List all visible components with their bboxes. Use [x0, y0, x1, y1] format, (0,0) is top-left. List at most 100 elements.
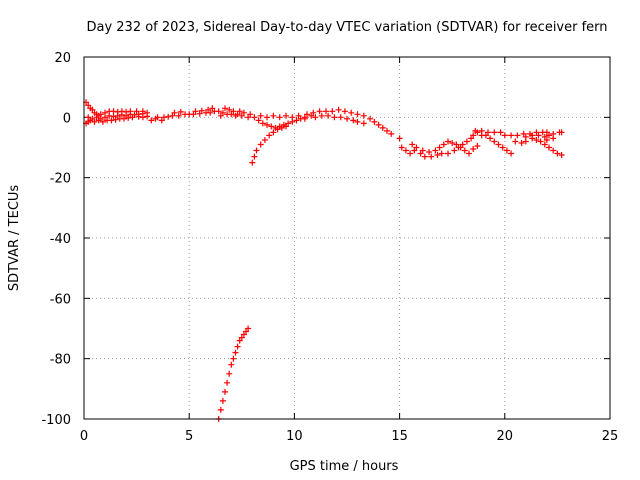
data-point: [316, 108, 323, 115]
data-point: [264, 121, 270, 128]
data-point: [421, 153, 428, 160]
data-point: [251, 114, 258, 121]
y-tick-label: 0: [63, 111, 71, 126]
data-point: [144, 113, 151, 120]
data-point: [354, 118, 361, 125]
data-point: [255, 117, 262, 124]
data-point: [219, 397, 226, 404]
data-point: [466, 150, 472, 157]
data-point: [171, 109, 178, 116]
data-point: [541, 133, 548, 140]
data-point: [198, 107, 205, 114]
data-point: [215, 108, 222, 115]
data-point: [112, 116, 119, 123]
data-point: [428, 153, 435, 160]
data-point: [230, 108, 237, 115]
y-tick-label: -80: [50, 353, 71, 368]
data-point: [341, 108, 348, 115]
data-point: [177, 108, 184, 115]
data-point: [402, 147, 409, 154]
data-point: [522, 133, 529, 140]
data-point: [354, 111, 361, 118]
data-point: [280, 121, 287, 128]
data-point: [508, 150, 515, 157]
data-point: [371, 118, 378, 125]
data-point: [440, 141, 447, 148]
data-point: [285, 120, 292, 127]
data-point: [432, 147, 439, 154]
data-point: [388, 130, 395, 137]
data-point: [123, 112, 130, 119]
x-tick-label: 10: [286, 429, 303, 444]
data-point: [350, 117, 357, 124]
data-point: [379, 124, 386, 131]
y-tick-label: -60: [50, 292, 71, 307]
data-point: [97, 115, 104, 122]
data-point: [192, 108, 199, 115]
data-point: [499, 144, 506, 151]
data-point: [449, 140, 456, 146]
data-point: [463, 138, 470, 145]
data-point: [93, 114, 100, 121]
data-point: [224, 379, 231, 386]
data-point: [289, 114, 296, 121]
data-point: [118, 111, 125, 118]
data-point: [249, 159, 256, 166]
data-point: [337, 114, 344, 121]
data-point: [99, 118, 106, 125]
data-point: [293, 117, 300, 124]
data-point: [264, 114, 270, 121]
data-point: [546, 132, 552, 139]
data-point: [461, 147, 468, 154]
data-point: [261, 137, 268, 143]
data-point: [89, 115, 96, 122]
data-point: [108, 117, 115, 124]
data-point: [240, 109, 247, 116]
data-point: [348, 109, 355, 116]
y-tick-label: -100: [41, 413, 71, 428]
data-point: [535, 132, 542, 139]
data-point: [259, 120, 266, 127]
data-point: [295, 112, 302, 119]
data-point: [217, 112, 224, 119]
data-point: [360, 120, 367, 127]
data-point: [485, 129, 491, 136]
data-point: [135, 111, 142, 118]
data-point: [175, 112, 182, 119]
data-point: [232, 349, 239, 356]
data-point: [344, 115, 350, 122]
data-point: [375, 121, 382, 128]
data-point: [554, 150, 561, 157]
data-point: [226, 106, 233, 113]
data-point: [457, 144, 464, 151]
x-axis-label: GPS time / hours: [290, 459, 399, 474]
data-point: [266, 132, 273, 139]
data-point: [407, 150, 414, 157]
x-tick-label: 15: [391, 429, 408, 444]
data-point: [158, 117, 165, 124]
data-point: [148, 117, 155, 124]
data-point: [497, 129, 504, 136]
data-point: [398, 144, 405, 151]
data-point: [114, 112, 121, 119]
data-point: [217, 406, 224, 413]
data-point: [268, 123, 275, 130]
data-point: [222, 105, 228, 112]
data-point: [238, 334, 245, 341]
data-point: [518, 140, 525, 146]
data-point: [529, 132, 536, 139]
data-point: [276, 123, 283, 130]
data-point: [436, 144, 443, 151]
data-point: [470, 146, 477, 152]
data-point: [512, 138, 519, 145]
data-point: [91, 118, 98, 125]
data-point: [230, 355, 237, 362]
data-point: [360, 112, 367, 119]
data-point: [209, 105, 216, 112]
data-point: [550, 135, 557, 142]
data-point: [276, 114, 283, 121]
data-point: [558, 152, 565, 158]
data-point: [247, 111, 254, 118]
x-tick-label: 5: [185, 429, 193, 444]
data-point: [413, 144, 420, 151]
